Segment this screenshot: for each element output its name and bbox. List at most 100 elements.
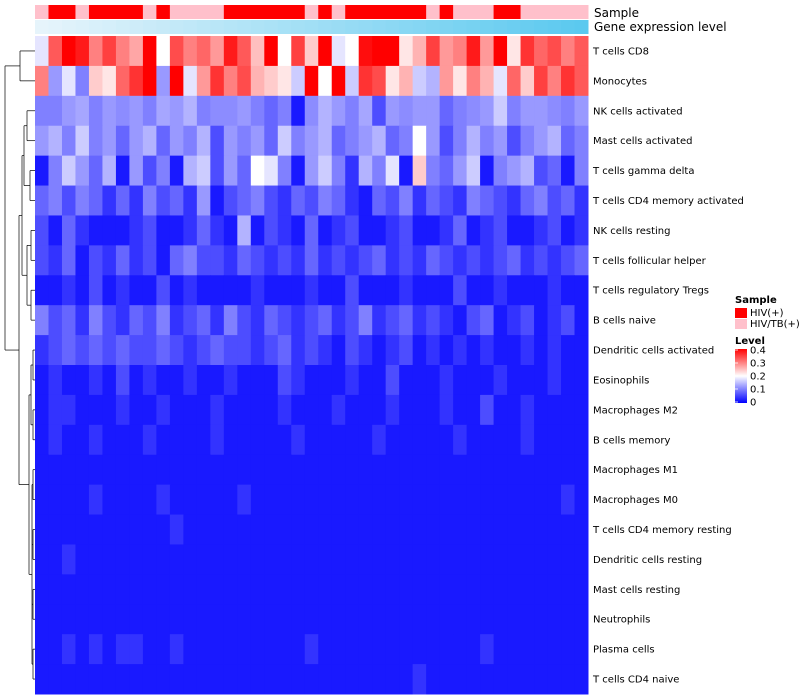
- heatmap-cell: [196, 36, 211, 67]
- heatmap-cell: [520, 634, 535, 665]
- heatmap-cell: [520, 275, 535, 306]
- heatmap-cell: [331, 484, 346, 516]
- heatmap-cell: [345, 424, 360, 456]
- heatmap-cell: [426, 185, 441, 216]
- heatmap-cell: [237, 65, 252, 97]
- heatmap-cell: [210, 424, 225, 456]
- heatmap-cell: [466, 125, 481, 157]
- heatmap-cell: [331, 275, 346, 306]
- heatmap-cell: [183, 424, 198, 456]
- heatmap-cell: [142, 305, 157, 336]
- heatmap-cell: [142, 95, 157, 127]
- heatmap-cell: [507, 544, 522, 575]
- heatmap-cell: [142, 215, 157, 246]
- heatmap-cell: [48, 65, 63, 97]
- heatmap-cell: [196, 394, 211, 426]
- heatmap-cell: [399, 275, 414, 306]
- heatmap-cell: [399, 514, 414, 545]
- heatmap-cell: [183, 454, 198, 486]
- heatmap-cell: [372, 365, 387, 396]
- heatmap-cell: [223, 544, 238, 575]
- expression-cell: [507, 20, 522, 34]
- heatmap-cell: [61, 36, 76, 67]
- row-label: T cells regulatory Tregs: [592, 286, 709, 297]
- heatmap-cell: [318, 125, 333, 157]
- sample-cell: [129, 5, 144, 19]
- heatmap-cell: [493, 65, 508, 97]
- heatmap-cell: [88, 215, 103, 246]
- heatmap-cell: [331, 335, 346, 366]
- heatmap-cell: [493, 305, 508, 336]
- heatmap-cell: [331, 574, 346, 605]
- heatmap-cell: [264, 634, 279, 665]
- heatmap-cell: [196, 544, 211, 575]
- sample-cell: [75, 5, 90, 19]
- heatmap-cell: [169, 484, 184, 516]
- heatmap-cell: [250, 155, 265, 187]
- heatmap-cell: [547, 424, 562, 456]
- legend: Sample HIV(+) HIV/TB(+) Level 0.40.30.20…: [735, 295, 800, 409]
- heatmap-cell: [156, 215, 171, 246]
- heatmap-cell: [520, 604, 535, 635]
- heatmap-cell: [169, 604, 184, 635]
- heatmap-cell: [453, 335, 468, 366]
- heatmap-cell: [318, 365, 333, 396]
- heatmap-cell: [88, 514, 103, 545]
- heatmap-cell: [372, 65, 387, 97]
- heatmap-cell: [520, 185, 535, 216]
- heatmap-cell: [561, 335, 576, 366]
- heatmap-cell: [223, 604, 238, 635]
- heatmap-cell: [331, 95, 346, 127]
- heatmap-cell: [385, 36, 400, 67]
- heatmap-cell: [534, 664, 549, 695]
- heatmap-cell: [75, 36, 90, 67]
- heatmap-cell: [466, 215, 481, 246]
- heatmap-cell: [75, 454, 90, 486]
- heatmap-cell: [35, 365, 49, 396]
- heatmap-cell: [61, 245, 76, 276]
- heatmap-cell: [156, 634, 171, 665]
- heatmap-cell: [399, 305, 414, 336]
- heatmap-cell: [480, 305, 495, 336]
- heatmap-cell: [223, 125, 238, 157]
- heatmap-cell: [331, 424, 346, 456]
- heatmap-cell: [345, 275, 360, 306]
- row-label: NK cells resting: [593, 226, 670, 237]
- heatmap-cell: [466, 305, 481, 336]
- heatmap-cell: [399, 544, 414, 575]
- heatmap-cell: [372, 275, 387, 306]
- heatmap-cell: [237, 95, 252, 127]
- row-label: T cells CD8: [592, 46, 649, 57]
- heatmap-cell: [129, 215, 144, 246]
- heatmap-cell: [210, 365, 225, 396]
- heatmap-cell: [426, 275, 441, 306]
- expression-cell: [88, 20, 103, 34]
- heatmap-cell: [520, 365, 535, 396]
- heatmap-cell: [48, 544, 63, 575]
- expression-cell: [75, 20, 90, 34]
- heatmap-cell: [264, 454, 279, 486]
- heatmap-cell: [331, 394, 346, 426]
- heatmap-cell: [183, 65, 198, 97]
- heatmap-cell: [331, 365, 346, 396]
- heatmap-cell: [385, 454, 400, 486]
- heatmap-cell: [88, 604, 103, 635]
- heatmap-cell: [507, 604, 522, 635]
- heatmap-cell: [48, 365, 63, 396]
- heatmap-cell: [358, 634, 373, 665]
- heatmap-cell: [561, 155, 576, 187]
- heatmap-cell: [480, 544, 495, 575]
- heatmap-cell: [493, 365, 508, 396]
- heatmap-cell: [264, 544, 279, 575]
- heatmap-cell: [385, 365, 400, 396]
- heatmap-cell: [493, 604, 508, 635]
- heatmap-cell: [304, 125, 319, 157]
- heatmap-cell: [345, 634, 360, 665]
- heatmap-cell: [385, 394, 400, 426]
- sample-cell: [61, 5, 76, 19]
- legend-tick-label: 0.2: [750, 372, 766, 383]
- heatmap-cell: [237, 155, 252, 187]
- heatmap-cell: [453, 95, 468, 127]
- heatmap-cell: [331, 604, 346, 635]
- heatmap-cell: [102, 544, 117, 575]
